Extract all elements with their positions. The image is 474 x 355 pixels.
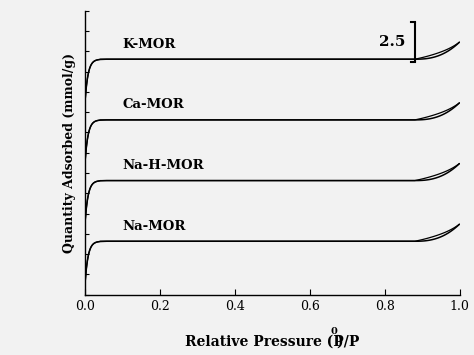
Text: Na-H-MOR: Na-H-MOR bbox=[123, 159, 204, 172]
Text: Na-MOR: Na-MOR bbox=[123, 220, 186, 233]
Text: Relative Pressure (P/P: Relative Pressure (P/P bbox=[185, 334, 360, 348]
Text: 0: 0 bbox=[330, 327, 337, 336]
Text: ): ) bbox=[336, 334, 343, 348]
Text: Ca-MOR: Ca-MOR bbox=[123, 98, 184, 111]
Text: K-MOR: K-MOR bbox=[123, 38, 176, 51]
Text: 2.5: 2.5 bbox=[379, 35, 405, 49]
Y-axis label: Quantity Adsorbed (mmol/g): Quantity Adsorbed (mmol/g) bbox=[64, 53, 76, 253]
